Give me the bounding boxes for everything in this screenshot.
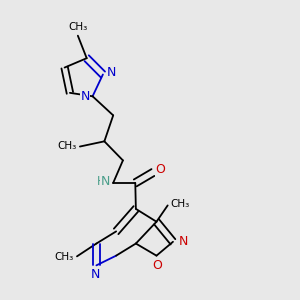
Text: O: O [155,163,165,176]
Text: N: N [80,90,90,103]
Text: CH₃: CH₃ [55,252,74,262]
Text: O: O [152,259,162,272]
Text: N: N [107,66,116,79]
Text: N: N [101,176,110,188]
Text: N: N [178,235,188,248]
Text: H: H [97,176,106,188]
Text: CH₃: CH₃ [170,199,189,209]
Text: CH₃: CH₃ [68,22,88,32]
Text: N: N [91,268,101,281]
Text: CH₃: CH₃ [58,141,77,151]
